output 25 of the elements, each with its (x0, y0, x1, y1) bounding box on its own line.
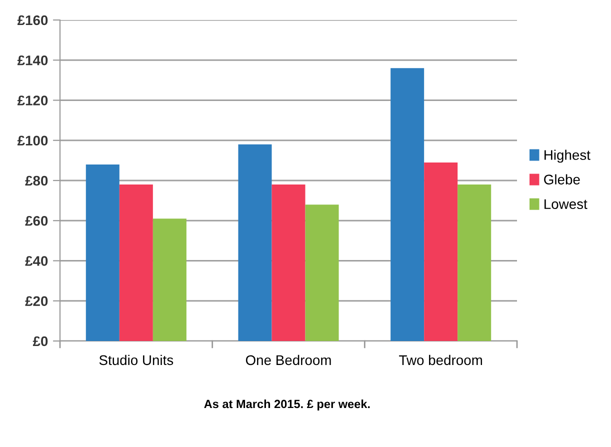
bar (390, 68, 424, 341)
y-tick-label: £100 (17, 136, 48, 146)
bar (458, 184, 492, 341)
legend-label: Lowest (544, 199, 588, 210)
text: As at March 2015. £ per week. (204, 399, 370, 411)
bar (152, 218, 186, 341)
x-tick-label: Studio Units (99, 354, 174, 366)
legend-label: Highest (544, 150, 590, 163)
x-tick-label: Two bedroom (399, 354, 482, 366)
y-tick-label: £80 (25, 176, 48, 186)
x-tick-label: One Bedroom (246, 354, 331, 366)
y-tick-label: £140 (17, 55, 48, 66)
y-tick-label: £120 (17, 96, 48, 106)
y-tick-label: £20 (25, 296, 48, 306)
legend-label: Glebe (544, 174, 580, 184)
bar (272, 184, 306, 341)
bar (238, 144, 272, 341)
y-tick-label: £40 (25, 256, 48, 266)
bar (119, 184, 153, 341)
bar (86, 164, 120, 341)
y-tick-label: £0 (32, 336, 48, 346)
bar (424, 162, 458, 341)
y-tick-label: £160 (17, 15, 48, 26)
y-tick-label: £60 (25, 216, 48, 226)
bar (305, 204, 339, 341)
